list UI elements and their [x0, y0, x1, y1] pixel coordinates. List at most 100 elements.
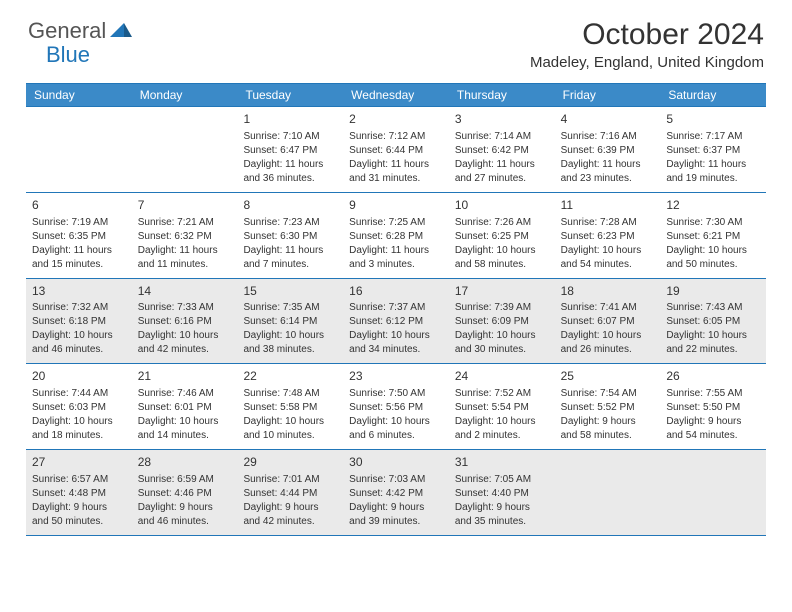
- day-cell: 21Sunrise: 7:46 AMSunset: 6:01 PMDayligh…: [132, 364, 238, 449]
- week-row: 6Sunrise: 7:19 AMSunset: 6:35 PMDaylight…: [26, 192, 766, 278]
- daylight-text: Daylight: 10 hours and 42 minutes.: [138, 329, 232, 357]
- sunset-text: Sunset: 5:52 PM: [561, 401, 655, 415]
- sunrise-text: Sunrise: 7:55 AM: [666, 387, 760, 401]
- day-cell: 31Sunrise: 7:05 AMSunset: 4:40 PMDayligh…: [449, 450, 555, 535]
- daylight-text: Daylight: 11 hours and 36 minutes.: [243, 158, 337, 186]
- daylight-text: Daylight: 10 hours and 2 minutes.: [455, 415, 549, 443]
- daylight-text: Daylight: 11 hours and 31 minutes.: [349, 158, 443, 186]
- day-number: 3: [455, 111, 549, 128]
- day-cell: 5Sunrise: 7:17 AMSunset: 6:37 PMDaylight…: [660, 107, 766, 192]
- sunrise-text: Sunrise: 7:35 AM: [243, 301, 337, 315]
- day-number: 23: [349, 368, 443, 385]
- day-cell: 9Sunrise: 7:25 AMSunset: 6:28 PMDaylight…: [343, 193, 449, 278]
- sunset-text: Sunset: 6:21 PM: [666, 230, 760, 244]
- sunset-text: Sunset: 6:37 PM: [666, 144, 760, 158]
- day-cell: 17Sunrise: 7:39 AMSunset: 6:09 PMDayligh…: [449, 279, 555, 364]
- logo-text-blue: Blue: [46, 42, 90, 67]
- sunset-text: Sunset: 6:39 PM: [561, 144, 655, 158]
- sunset-text: Sunset: 6:25 PM: [455, 230, 549, 244]
- sunset-text: Sunset: 5:50 PM: [666, 401, 760, 415]
- day-number: 8: [243, 197, 337, 214]
- sunrise-text: Sunrise: 7:12 AM: [349, 130, 443, 144]
- day-number: 19: [666, 283, 760, 300]
- title-area: October 2024 Madeley, England, United Ki…: [530, 18, 764, 71]
- sunrise-text: Sunrise: 7:44 AM: [32, 387, 126, 401]
- week-row: 27Sunrise: 6:57 AMSunset: 4:48 PMDayligh…: [26, 449, 766, 535]
- calendar: Sunday Monday Tuesday Wednesday Thursday…: [26, 83, 766, 536]
- daylight-text: Daylight: 10 hours and 34 minutes.: [349, 329, 443, 357]
- day-number: 9: [349, 197, 443, 214]
- day-cell: [132, 107, 238, 192]
- day-cell: 22Sunrise: 7:48 AMSunset: 5:58 PMDayligh…: [237, 364, 343, 449]
- sunrise-text: Sunrise: 7:01 AM: [243, 473, 337, 487]
- daylight-text: Daylight: 10 hours and 18 minutes.: [32, 415, 126, 443]
- sunrise-text: Sunrise: 7:54 AM: [561, 387, 655, 401]
- sunset-text: Sunset: 5:58 PM: [243, 401, 337, 415]
- sunset-text: Sunset: 6:44 PM: [349, 144, 443, 158]
- sunset-text: Sunset: 4:42 PM: [349, 487, 443, 501]
- sunset-text: Sunset: 6:35 PM: [32, 230, 126, 244]
- sunset-text: Sunset: 4:40 PM: [455, 487, 549, 501]
- day-cell: 12Sunrise: 7:30 AMSunset: 6:21 PMDayligh…: [660, 193, 766, 278]
- sunset-text: Sunset: 4:44 PM: [243, 487, 337, 501]
- daylight-text: Daylight: 9 hours and 58 minutes.: [561, 415, 655, 443]
- sunrise-text: Sunrise: 7:14 AM: [455, 130, 549, 144]
- sunset-text: Sunset: 6:28 PM: [349, 230, 443, 244]
- daylight-text: Daylight: 10 hours and 30 minutes.: [455, 329, 549, 357]
- day-number: 13: [32, 283, 126, 300]
- day-cell: [26, 107, 132, 192]
- sunrise-text: Sunrise: 7:23 AM: [243, 216, 337, 230]
- day-cell: 16Sunrise: 7:37 AMSunset: 6:12 PMDayligh…: [343, 279, 449, 364]
- daylight-text: Daylight: 9 hours and 54 minutes.: [666, 415, 760, 443]
- sunset-text: Sunset: 5:56 PM: [349, 401, 443, 415]
- day-number: 12: [666, 197, 760, 214]
- sunset-text: Sunset: 6:14 PM: [243, 315, 337, 329]
- header: General Blue October 2024 Madeley, Engla…: [0, 0, 792, 75]
- day-number: 10: [455, 197, 549, 214]
- daylight-text: Daylight: 11 hours and 15 minutes.: [32, 244, 126, 272]
- day-cell: 20Sunrise: 7:44 AMSunset: 6:03 PMDayligh…: [26, 364, 132, 449]
- day-number: 15: [243, 283, 337, 300]
- sunset-text: Sunset: 6:18 PM: [32, 315, 126, 329]
- day-number: 2: [349, 111, 443, 128]
- daylight-text: Daylight: 10 hours and 6 minutes.: [349, 415, 443, 443]
- logo: General Blue: [28, 18, 132, 44]
- week-row: 20Sunrise: 7:44 AMSunset: 6:03 PMDayligh…: [26, 363, 766, 449]
- day-cell: 3Sunrise: 7:14 AMSunset: 6:42 PMDaylight…: [449, 107, 555, 192]
- location-text: Madeley, England, United Kingdom: [530, 54, 764, 71]
- sunrise-text: Sunrise: 7:37 AM: [349, 301, 443, 315]
- sunrise-text: Sunrise: 7:28 AM: [561, 216, 655, 230]
- day-cell: 18Sunrise: 7:41 AMSunset: 6:07 PMDayligh…: [555, 279, 661, 364]
- day-number: 31: [455, 454, 549, 471]
- day-number: 18: [561, 283, 655, 300]
- daylight-text: Daylight: 11 hours and 23 minutes.: [561, 158, 655, 186]
- day-number: 28: [138, 454, 232, 471]
- day-cell: 25Sunrise: 7:54 AMSunset: 5:52 PMDayligh…: [555, 364, 661, 449]
- daylight-text: Daylight: 10 hours and 14 minutes.: [138, 415, 232, 443]
- day-cell: 1Sunrise: 7:10 AMSunset: 6:47 PMDaylight…: [237, 107, 343, 192]
- daylight-text: Daylight: 9 hours and 35 minutes.: [455, 501, 549, 529]
- sunset-text: Sunset: 6:09 PM: [455, 315, 549, 329]
- sunrise-text: Sunrise: 7:32 AM: [32, 301, 126, 315]
- day-cell: 30Sunrise: 7:03 AMSunset: 4:42 PMDayligh…: [343, 450, 449, 535]
- month-title: October 2024: [530, 18, 764, 52]
- day-header-mon: Monday: [132, 84, 238, 106]
- weeks-container: 1Sunrise: 7:10 AMSunset: 6:47 PMDaylight…: [26, 106, 766, 535]
- sunset-text: Sunset: 5:54 PM: [455, 401, 549, 415]
- day-header-fri: Friday: [555, 84, 661, 106]
- daylight-text: Daylight: 10 hours and 38 minutes.: [243, 329, 337, 357]
- sunset-text: Sunset: 6:03 PM: [32, 401, 126, 415]
- day-number: 5: [666, 111, 760, 128]
- week-row: 1Sunrise: 7:10 AMSunset: 6:47 PMDaylight…: [26, 106, 766, 192]
- day-cell: 27Sunrise: 6:57 AMSunset: 4:48 PMDayligh…: [26, 450, 132, 535]
- day-number: 22: [243, 368, 337, 385]
- day-cell: 13Sunrise: 7:32 AMSunset: 6:18 PMDayligh…: [26, 279, 132, 364]
- daylight-text: Daylight: 9 hours and 46 minutes.: [138, 501, 232, 529]
- daylight-text: Daylight: 11 hours and 11 minutes.: [138, 244, 232, 272]
- sunrise-text: Sunrise: 7:21 AM: [138, 216, 232, 230]
- daylight-text: Daylight: 10 hours and 26 minutes.: [561, 329, 655, 357]
- day-cell: 28Sunrise: 6:59 AMSunset: 4:46 PMDayligh…: [132, 450, 238, 535]
- week-row: 13Sunrise: 7:32 AMSunset: 6:18 PM Dayligh…: [26, 278, 766, 364]
- day-cell: 10Sunrise: 7:26 AMSunset: 6:25 PMDayligh…: [449, 193, 555, 278]
- daylight-text: Daylight: 10 hours and 54 minutes.: [561, 244, 655, 272]
